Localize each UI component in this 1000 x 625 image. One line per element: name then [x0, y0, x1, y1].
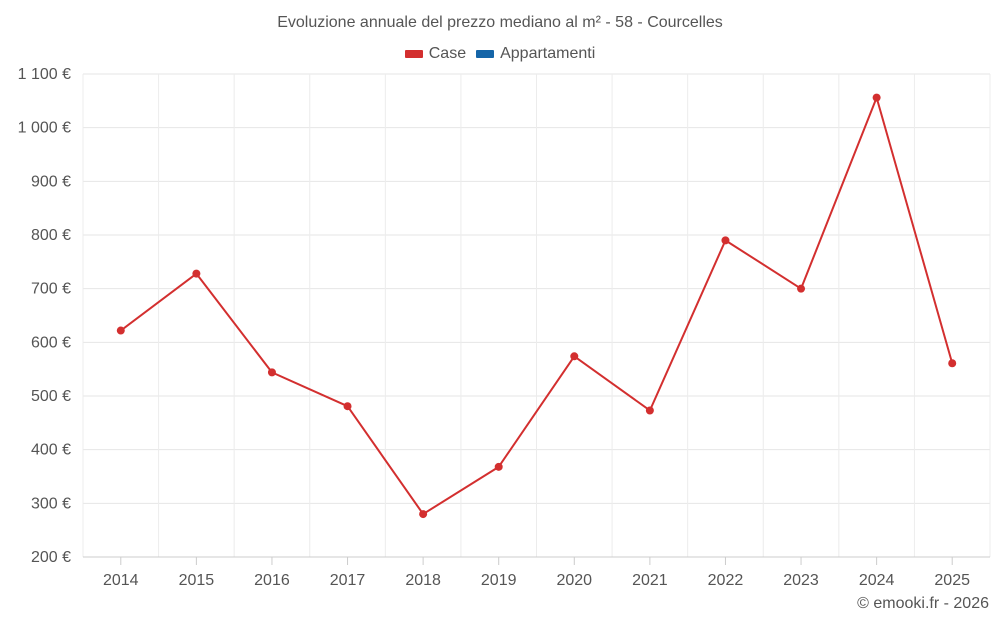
chart-legend: Case Appartamenti	[0, 45, 1000, 63]
y-tick-label: 700 €	[31, 281, 71, 298]
data-point	[721, 236, 730, 245]
y-tick-label: 1 000 €	[18, 120, 71, 137]
chart-title: Evoluzione annuale del prezzo mediano al…	[277, 14, 723, 31]
legend-swatch-appartamenti	[476, 50, 495, 58]
x-tick-label: 2019	[481, 572, 517, 589]
credit-text: © emooki.fr - 2026	[857, 595, 989, 612]
legend-swatch-case	[404, 50, 423, 58]
data-point	[494, 462, 503, 471]
series-layer	[116, 93, 957, 519]
data-point	[570, 352, 579, 361]
data-point	[872, 93, 881, 102]
x-tick-label: 2020	[556, 572, 592, 589]
data-point	[419, 510, 428, 519]
x-tick-label: 2025	[934, 572, 970, 589]
legend-label-appartamenti: Appartamenti	[500, 45, 596, 62]
y-tick-label: 300 €	[31, 495, 71, 512]
x-tick-label: 2021	[632, 572, 668, 589]
data-point	[192, 269, 201, 278]
data-point	[343, 402, 352, 411]
y-tick-label: 1 100 €	[18, 66, 71, 83]
data-point	[948, 359, 957, 368]
legend-item-appartamenti[interactable]: Appartamenti	[476, 45, 595, 63]
x-tick-label: 2018	[405, 572, 441, 589]
x-tick-label: 2017	[330, 572, 366, 589]
legend-item-case[interactable]: Case	[404, 45, 467, 63]
data-point	[267, 368, 276, 377]
x-tick-label: 2016	[254, 572, 290, 589]
data-point	[116, 326, 125, 335]
grid-layer	[82, 73, 991, 558]
x-tick-label: 2015	[179, 572, 215, 589]
y-tick-label: 800 €	[31, 227, 71, 244]
axis-layer: 200 € 300 € 400 € 500 € 600 € 700 € 800 € 900 €…	[18, 66, 990, 589]
y-tick-label: 200 €	[31, 549, 71, 566]
series-line-case	[120, 96, 954, 516]
y-tick-label: 500 €	[31, 388, 71, 405]
data-point	[797, 284, 806, 293]
y-tick-label: 600 €	[31, 334, 71, 351]
x-tick-label: 2014	[103, 572, 139, 589]
x-tick-label: 2023	[783, 572, 819, 589]
legend-label-case: Case	[428, 45, 467, 62]
x-tick-label: 2024	[859, 572, 895, 589]
data-point	[645, 406, 654, 415]
x-tick-label: 2022	[708, 572, 744, 589]
y-tick-label: 900 €	[31, 173, 71, 190]
y-tick-label: 400 €	[31, 442, 71, 459]
